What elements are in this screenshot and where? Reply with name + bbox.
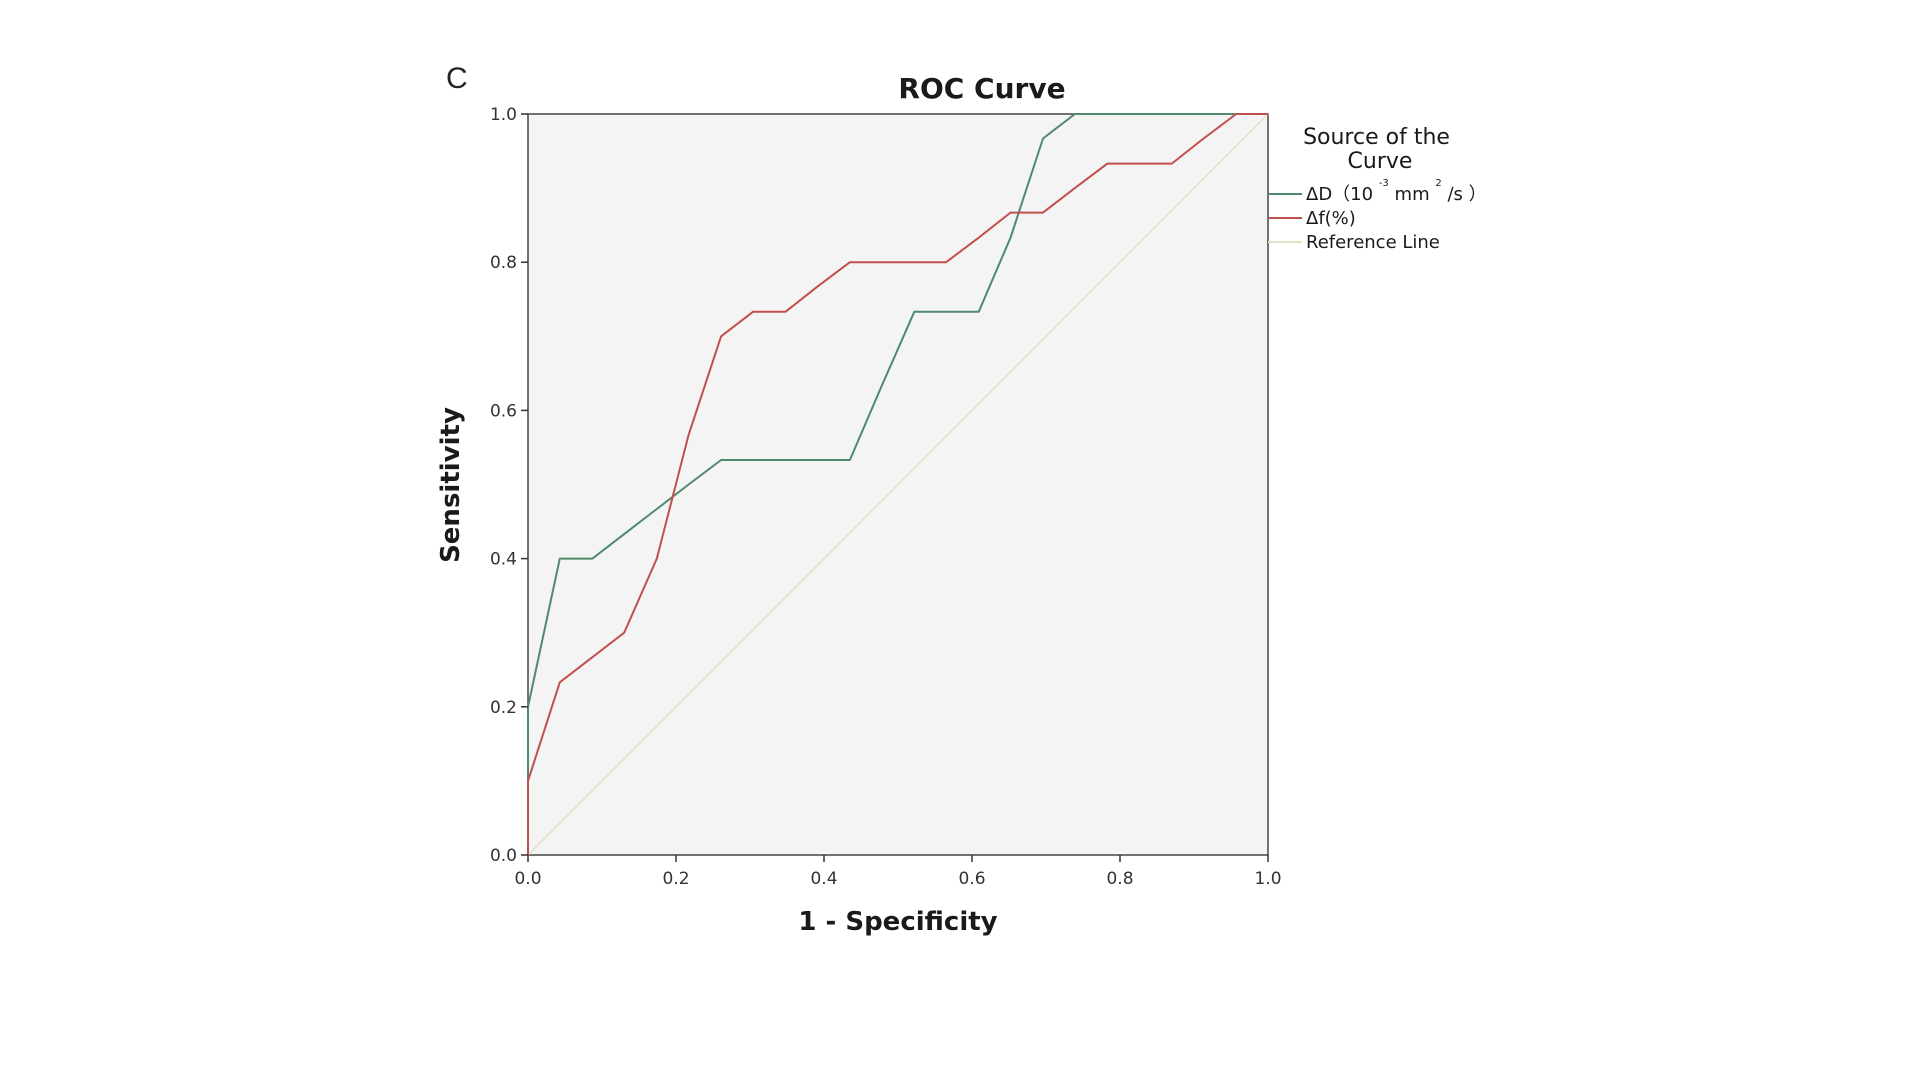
legend-series-1-main: ΔD（10 bbox=[1306, 184, 1373, 205]
legend-series-1-end: /s ） bbox=[1447, 184, 1486, 205]
y-tick-label: 0.8 bbox=[490, 253, 517, 273]
legend-series-1-sup1: -3 bbox=[1379, 178, 1389, 189]
y-tick-label: 0.6 bbox=[490, 401, 517, 421]
chart-title: ROC Curve bbox=[898, 72, 1065, 105]
series-line-delta-f bbox=[527, 113, 1268, 855]
legend-label-reference: Reference Line bbox=[1306, 232, 1440, 253]
legend: Source of the Curve ΔD（10 -3 mm 2 /s ） Δ… bbox=[1268, 125, 1487, 253]
legend-series-1-sup2: 2 bbox=[1435, 178, 1441, 189]
y-tick-label: 1.0 bbox=[490, 105, 517, 125]
x-axis-ticks: 0.0 0.2 0.4 0.6 0.8 1.0 bbox=[514, 855, 1282, 889]
legend-title-line-1: Source of the Curve bbox=[1303, 125, 1457, 174]
reference-line bbox=[527, 113, 1269, 856]
legend-label-series-2: Δf(%) bbox=[1306, 208, 1356, 229]
y-tick-label: 0.4 bbox=[490, 550, 517, 570]
x-tick-label: 0.6 bbox=[958, 869, 985, 889]
y-tick-label: 0.0 bbox=[490, 846, 517, 866]
panel-label: C bbox=[446, 62, 468, 95]
legend-title-text: Source of the bbox=[1303, 125, 1450, 150]
x-tick-label: 0.8 bbox=[1106, 869, 1133, 889]
x-axis-title: 1 - Specificity bbox=[798, 907, 997, 937]
x-tick-label: 0.0 bbox=[514, 869, 541, 889]
y-tick-label: 0.2 bbox=[490, 698, 517, 718]
x-tick-label: 1.0 bbox=[1254, 869, 1281, 889]
y-axis-title: Sensitivity bbox=[436, 407, 466, 563]
legend-series-1-mid: mm bbox=[1395, 184, 1430, 205]
y-axis-ticks: 0.0 0.2 0.4 0.6 0.8 1.0 bbox=[490, 105, 528, 866]
series-line-delta-d bbox=[527, 113, 1268, 855]
x-tick-label: 0.4 bbox=[810, 869, 837, 889]
legend-label-series-1: ΔD（10 -3 mm 2 /s ） bbox=[1306, 170, 1487, 205]
x-tick-label: 0.2 bbox=[662, 869, 689, 889]
legend-title-text-line-2: Curve bbox=[1348, 149, 1413, 174]
series-layer bbox=[527, 113, 1269, 856]
